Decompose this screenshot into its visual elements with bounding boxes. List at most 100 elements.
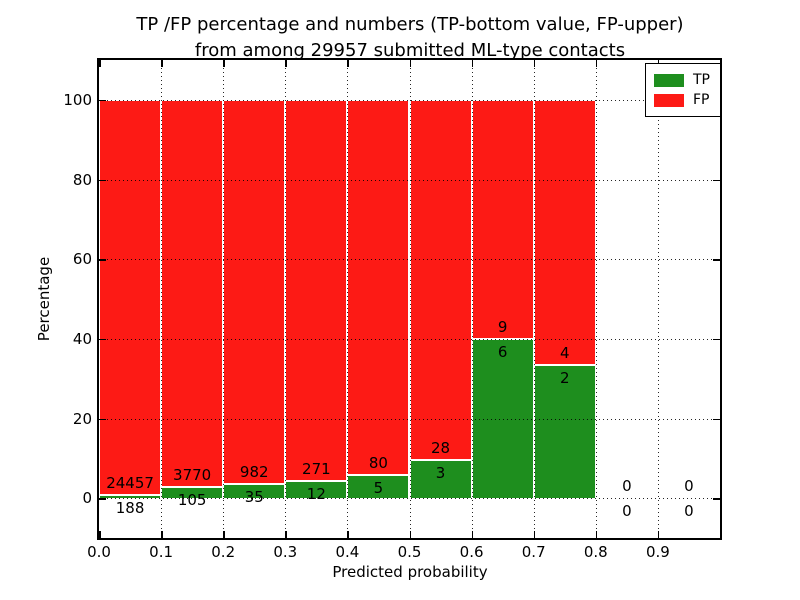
bar-segment-fp (99, 99, 162, 495)
x-axis-tick (161, 531, 163, 538)
x-axis-tick-top (223, 60, 225, 67)
tp-count-label: 5 (373, 478, 384, 497)
fp-count-label: 3770 (173, 466, 212, 485)
x-axis-tick (285, 531, 287, 538)
tp-count-label: 0 (684, 502, 694, 521)
y-tick-label: 20 (72, 409, 92, 428)
fp-count-label: 28 (431, 438, 451, 457)
x-axis-tick (347, 531, 349, 538)
bar-segment-fp (347, 99, 410, 474)
tp-count-label: 188 (115, 499, 145, 518)
x-axis-tick-top (595, 60, 598, 67)
y-tick-label: 60 (72, 250, 92, 269)
x-axis-label: Predicted probability (332, 563, 488, 581)
tp-count-label: 12 (306, 485, 326, 504)
gridline-vertical (595, 60, 597, 538)
y-axis-tick (99, 259, 106, 261)
legend-item: FP (654, 90, 710, 110)
x-tick-label: 0.8 (583, 543, 608, 561)
x-axis-tick-top (99, 60, 101, 67)
gridline-vertical (409, 60, 411, 538)
x-tick-label: 0.2 (211, 543, 236, 561)
y-axis-tick-right (713, 259, 720, 261)
tp-count-label: 0 (622, 502, 632, 521)
gridline-vertical (223, 60, 225, 538)
y-axis-tick (99, 418, 106, 420)
tp-count-label: 35 (244, 488, 264, 507)
gridline-vertical (347, 60, 349, 538)
gridline-vertical (533, 60, 535, 538)
fp-count-label: 271 (302, 460, 331, 479)
x-axis-tick-top (347, 60, 349, 67)
tp-count-label: 2 (559, 369, 570, 388)
x-tick-label: 0.7 (521, 543, 546, 561)
fp-count-label: 0 (684, 477, 694, 496)
fp-count-label: 80 (368, 453, 388, 472)
x-tick-label: 0.0 (87, 543, 111, 561)
fp-count-label: 0 (622, 477, 632, 496)
x-axis-tick-top (409, 60, 411, 67)
x-tick-label: 0.6 (459, 543, 484, 561)
y-tick-label: 100 (63, 90, 92, 109)
chart-title: TP /FP percentage and numbers (TP-bottom… (99, 12, 721, 64)
legend-item: TP (654, 70, 710, 90)
bar-segment-tp (99, 494, 162, 499)
gridline-vertical (471, 60, 473, 538)
x-axis-tick-top (533, 60, 536, 67)
x-axis-tick-top (471, 60, 474, 67)
tp-count-label: 105 (177, 491, 207, 510)
bar-segment-tp (533, 364, 596, 499)
x-tick-label: 0.1 (149, 543, 174, 561)
x-axis-tick (471, 531, 474, 538)
y-axis-tick (99, 498, 106, 500)
y-tick-label: 80 (72, 170, 92, 189)
gridline-vertical (657, 60, 659, 538)
fp-count-label: 9 (497, 317, 508, 336)
y-axis-tick (99, 338, 106, 341)
fp-count-label: 982 (239, 463, 269, 482)
x-axis-tick (595, 531, 598, 538)
y-tick-label: 40 (72, 329, 92, 348)
y-axis-tick-right (713, 179, 720, 181)
chart-title-line1: TP /FP percentage and numbers (TP-bottom… (136, 14, 684, 35)
legend-label: TP (693, 72, 710, 88)
legend-swatch-tp (654, 73, 684, 87)
y-axis-tick (99, 179, 106, 181)
legend: TP FP (645, 63, 721, 117)
plot-area: 24457 188 3770 105 982 35 271 12 80 5 28 3 9 6 4 2 0 0 0 0 (97, 58, 722, 540)
x-tick-label: 0.3 (273, 543, 298, 561)
fp-count-label: 4 (559, 344, 570, 363)
bar-segment-fp (409, 99, 472, 459)
y-tick-label: 0 (82, 489, 92, 508)
fp-count-label: 24457 (106, 474, 154, 493)
x-axis-tick-top (285, 60, 287, 67)
x-axis-tick (657, 531, 660, 538)
x-axis-tick-top (161, 60, 163, 67)
x-axis-tick (533, 531, 536, 538)
bar-segment-tp (347, 473, 410, 499)
x-tick-label: 0.5 (397, 543, 422, 561)
bar-segment-fp (285, 99, 348, 481)
bar-segment-fp (533, 99, 596, 365)
x-tick-label: 0.4 (335, 543, 360, 561)
gridline-vertical (285, 60, 287, 538)
legend-label: FP (693, 92, 710, 108)
y-axis-tick-right (713, 498, 720, 500)
legend-swatch-fp (654, 93, 684, 107)
y-axis-tick (99, 99, 106, 102)
bar-segment-fp (161, 99, 224, 487)
x-axis-tick (99, 531, 101, 538)
tp-count-label: 6 (497, 342, 508, 361)
x-tick-label: 0.9 (645, 543, 670, 561)
y-axis-tick-right (713, 338, 720, 341)
chart-title-line2: from among 29957 submitted ML-type conta… (194, 40, 626, 61)
x-axis-tick (223, 531, 225, 538)
y-axis-label: Percentage (35, 256, 53, 342)
x-axis-tick (409, 531, 411, 538)
tp-count-label: 3 (435, 463, 446, 482)
gridline-vertical (161, 60, 163, 538)
bar-segment-fp (471, 99, 534, 338)
bar-segment-fp (223, 99, 286, 484)
y-axis-tick-right (713, 418, 720, 420)
